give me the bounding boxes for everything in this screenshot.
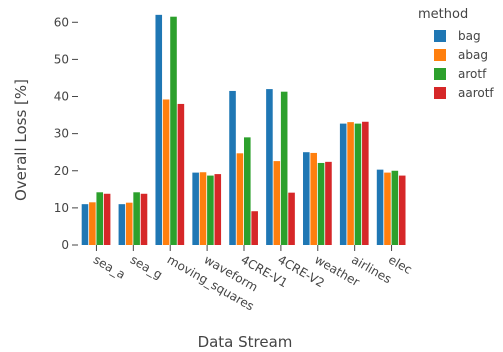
y-tick-label: 20 xyxy=(54,164,69,178)
bar-bag-elec xyxy=(376,169,384,245)
x-tick-label: sea_g xyxy=(128,252,165,281)
legend-swatch-arotf xyxy=(434,68,446,80)
bar-aarotf-waveform xyxy=(214,174,222,245)
y-tick-label: 50 xyxy=(54,52,69,66)
bar-aarotf-moving-squares xyxy=(177,103,185,245)
bar-bag-4cre-v1 xyxy=(229,90,236,245)
legend-label-abag: abag xyxy=(458,48,488,62)
legend: method bag abag arotf aarotf xyxy=(418,7,494,100)
bar-aarotf-sea-g xyxy=(140,193,148,245)
bar-arotf-moving-squares xyxy=(170,16,177,246)
bar-bag-weather xyxy=(303,152,310,245)
bar-abag-elec xyxy=(384,172,391,245)
legend-label-bag: bag xyxy=(458,29,481,43)
bar-bag-sea-a xyxy=(81,204,89,245)
bar-abag-weather xyxy=(310,152,317,245)
x-tick-label: sea_a xyxy=(91,252,128,281)
bar-aarotf-4cre-v2 xyxy=(288,192,295,245)
bar-aarotf-weather xyxy=(325,161,332,245)
bar-abag-waveform xyxy=(199,172,207,245)
bar-aarotf-airlines xyxy=(362,121,369,245)
bar-arotf-4cre-v2 xyxy=(280,91,288,245)
x-axis-title: Data Stream xyxy=(198,333,293,351)
bar-abag-4cre-v2 xyxy=(273,161,281,245)
bar-abag-moving-squares xyxy=(162,99,170,245)
legend-label-aarotf: aarotf xyxy=(458,86,494,100)
bar-bag-airlines xyxy=(339,123,347,245)
y-tick-label: 30 xyxy=(54,127,69,141)
y-axis-title: Overall Loss [%] xyxy=(12,79,30,201)
y-tick-label: 10 xyxy=(54,201,69,215)
x-axis-ticks: sea_a sea_g moving_squareswaveform4CRE-V14… xyxy=(91,245,414,314)
y-tick-label: 0 xyxy=(61,238,69,252)
bars xyxy=(81,14,406,246)
bar-arotf-4cre-v1 xyxy=(244,137,251,245)
legend-title: method xyxy=(418,7,468,22)
y-tick-label: 60 xyxy=(54,15,69,29)
bar-arotf-elec xyxy=(391,170,399,245)
bar-arotf-sea-a xyxy=(96,192,104,245)
legend-swatch-aarotf xyxy=(434,87,446,99)
bar-abag-sea-g xyxy=(125,202,133,245)
legend-swatch-bag xyxy=(434,30,446,42)
bar-aarotf-4cre-v1 xyxy=(251,211,258,245)
legend-swatch-abag xyxy=(434,49,446,61)
legend-label-arotf: arotf xyxy=(458,67,487,81)
bar-abag-sea-a xyxy=(89,202,96,245)
bar-arotf-waveform xyxy=(207,175,214,245)
bar-aarotf-elec xyxy=(398,175,406,245)
y-tick-label: 40 xyxy=(54,90,69,104)
bar-arotf-sea-g xyxy=(133,192,140,245)
y-axis-ticks: 0 10 20 30 40 50 60 xyxy=(54,15,78,252)
bar-bag-sea-g xyxy=(118,204,126,245)
bar-arotf-airlines xyxy=(354,123,362,245)
bar-abag-airlines xyxy=(347,122,354,245)
bar-bag-moving-squares xyxy=(155,14,163,245)
bar-aarotf-sea-a xyxy=(103,193,111,245)
bar-bag-4cre-v2 xyxy=(266,89,273,245)
bar-bag-waveform xyxy=(192,172,199,245)
bar-arotf-weather xyxy=(317,162,325,245)
bar-abag-4cre-v1 xyxy=(236,153,244,245)
